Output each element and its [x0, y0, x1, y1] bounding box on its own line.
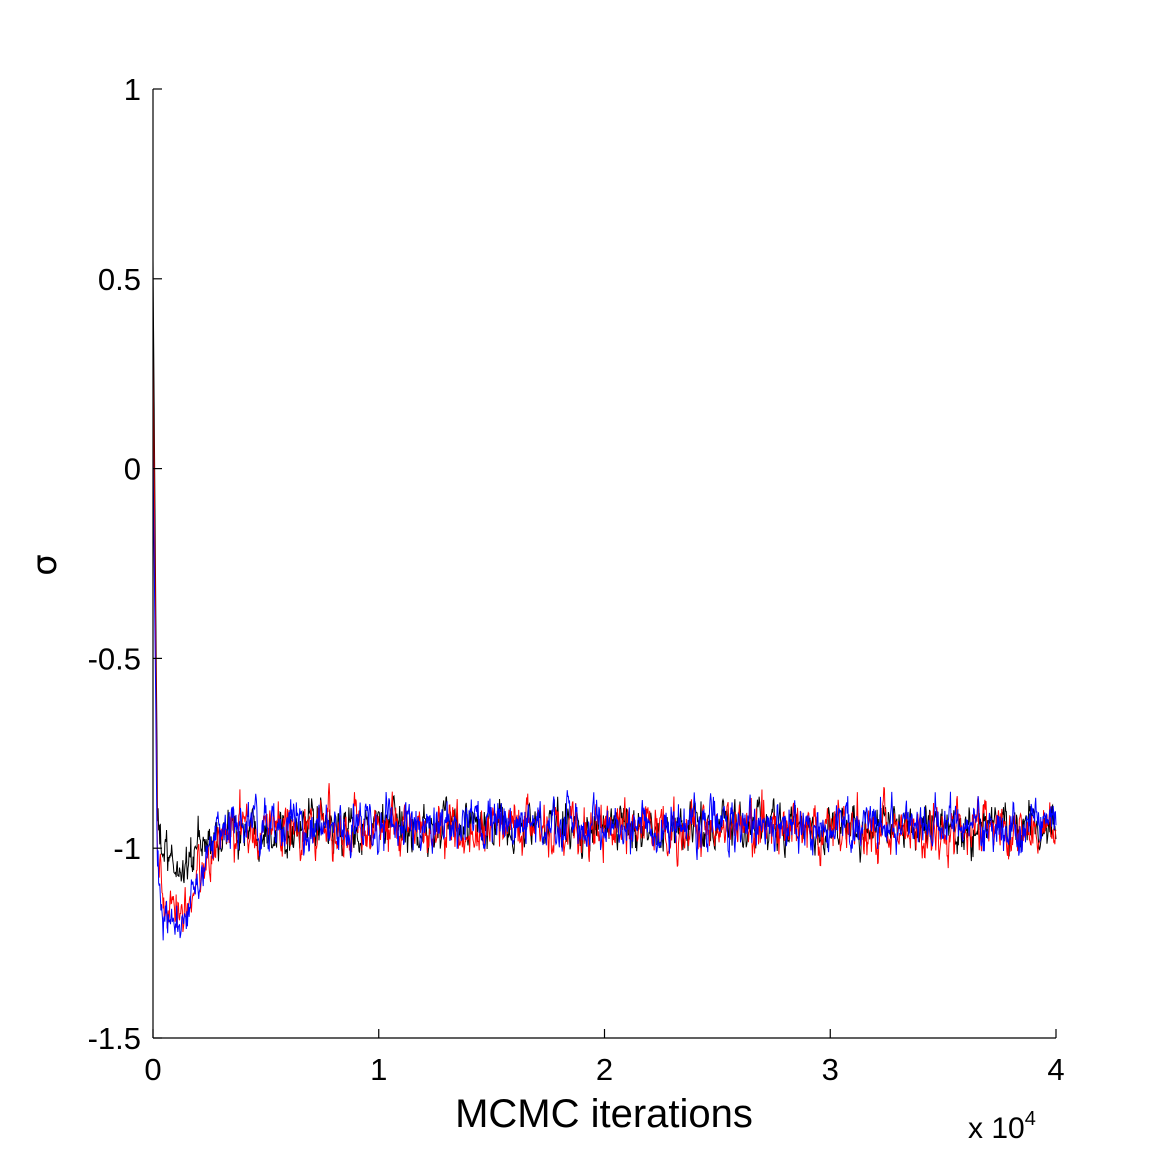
y-tick-label: -1.5 — [88, 1021, 141, 1056]
y-ticks: 1 0.5 0 -0.5 -1 -1.5 — [88, 72, 162, 1056]
x-tick-label: 1 — [370, 1052, 387, 1087]
series-line — [152, 449, 1057, 941]
x-axis-multiplier-exponent: 4 — [1025, 1108, 1036, 1130]
y-tick-label: -1 — [113, 831, 141, 866]
x-tick-label: 2 — [596, 1052, 613, 1087]
y-tick-label: -0.5 — [88, 641, 141, 676]
y-tick-label: 0 — [124, 452, 141, 487]
x-tick-label: 0 — [144, 1052, 161, 1087]
y-axis-title: σ — [25, 554, 65, 576]
x-tick-label: 4 — [1047, 1052, 1064, 1087]
x-axis-multiplier: x 104 — [968, 1108, 1036, 1145]
x-axis-title: MCMC iterations — [455, 1092, 753, 1136]
plot-series — [152, 259, 1057, 941]
x-tick-label: 3 — [822, 1052, 839, 1087]
y-tick-label: 0.5 — [98, 262, 141, 297]
y-tick-label: 1 — [124, 72, 141, 107]
x-axis-multiplier-base: x 10 — [968, 1112, 1025, 1145]
x-ticks: 0 1 2 3 4 — [144, 1029, 1065, 1087]
